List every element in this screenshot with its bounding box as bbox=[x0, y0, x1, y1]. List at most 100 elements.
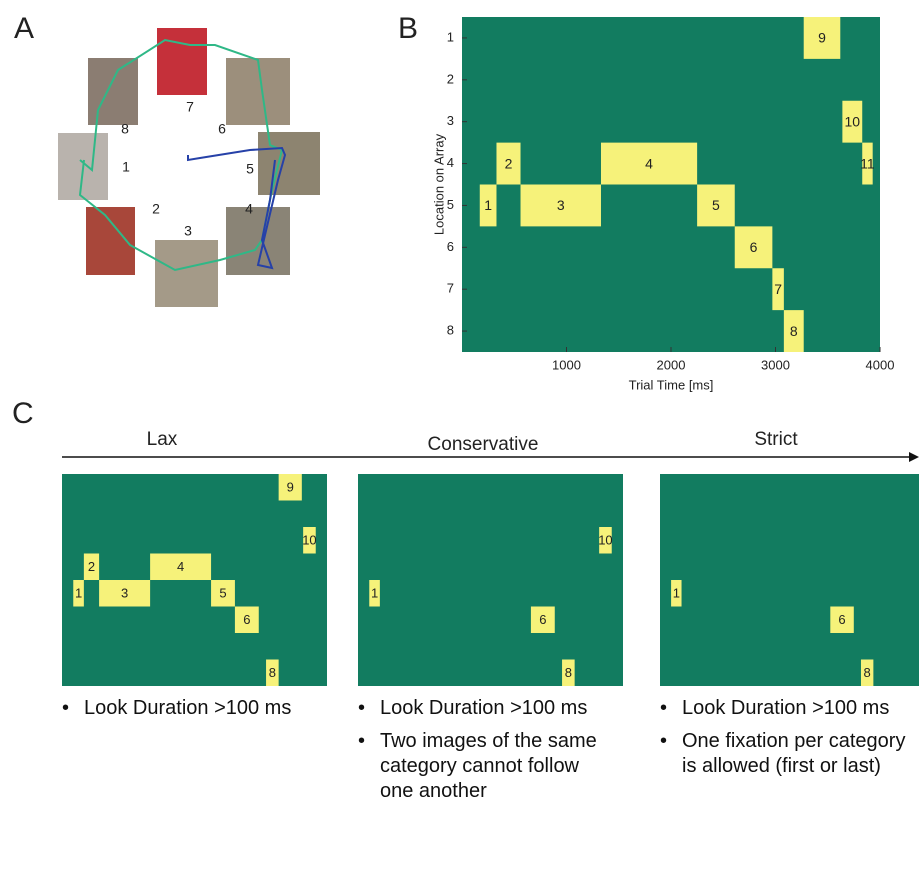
fixation-label: 5 bbox=[219, 586, 226, 601]
condition-title: Conservative bbox=[428, 434, 539, 455]
bullet-list: Look Duration >100 ms Two images of the s… bbox=[354, 696, 604, 812]
image-array bbox=[58, 28, 320, 307]
x-axis-label: Trial Time [ms] bbox=[629, 377, 714, 392]
arrow-head bbox=[909, 452, 919, 462]
fixation-label: 1 bbox=[484, 197, 492, 213]
fixation-label: 8 bbox=[565, 665, 572, 680]
fixation-label: 4 bbox=[645, 155, 653, 171]
x-tick-label: 1000 bbox=[552, 357, 581, 372]
fixation-block bbox=[783, 310, 804, 352]
face-image bbox=[88, 58, 138, 125]
fixation-label: 7 bbox=[774, 281, 782, 297]
image-number: 1 bbox=[122, 159, 130, 175]
x-tick-label: 4000 bbox=[866, 357, 895, 372]
fixation-block bbox=[530, 606, 555, 633]
fixation-block bbox=[150, 553, 212, 580]
fixation-block bbox=[562, 659, 575, 686]
object-image bbox=[226, 58, 290, 125]
fixation-block bbox=[520, 184, 601, 227]
bullet-item: Look Duration >100 ms bbox=[58, 696, 308, 721]
fixation-block bbox=[697, 184, 735, 227]
y-tick-label: 2 bbox=[447, 71, 454, 86]
fixation-label: 6 bbox=[539, 612, 546, 627]
fixation-block bbox=[303, 527, 316, 554]
monkey-image bbox=[258, 132, 320, 195]
fixation-label: 1 bbox=[75, 586, 82, 601]
fixation-block bbox=[369, 580, 380, 607]
plot-background bbox=[660, 474, 919, 686]
fixation-label: 10 bbox=[302, 533, 316, 548]
x-tick-label: 2000 bbox=[657, 357, 686, 372]
fixation-block bbox=[479, 184, 497, 227]
scan-path bbox=[187, 146, 287, 270]
panel-letter: A bbox=[14, 12, 34, 45]
bullet-item: Look Duration >100 ms bbox=[354, 696, 604, 721]
bullet-item: Two images of the same category cannot f… bbox=[354, 729, 604, 804]
object-image bbox=[155, 240, 218, 307]
y-tick-label: 4 bbox=[447, 155, 454, 170]
fixation-block bbox=[862, 142, 873, 185]
image-number: 3 bbox=[184, 223, 192, 239]
fixation-block bbox=[599, 527, 612, 554]
image-number: 8 bbox=[121, 121, 129, 137]
fixation-block bbox=[496, 142, 521, 185]
fixation-block bbox=[734, 226, 773, 269]
image-number: 6 bbox=[218, 121, 226, 137]
condition-title: Lax bbox=[147, 429, 178, 450]
fixation-label: 8 bbox=[864, 665, 871, 680]
fixation-label: 10 bbox=[598, 533, 612, 548]
fixation-block bbox=[860, 659, 874, 686]
y-tick-label: 3 bbox=[447, 113, 454, 128]
fixation-block bbox=[803, 17, 841, 59]
y-axis-label: Location on Array bbox=[431, 133, 446, 235]
panel-letter: B bbox=[398, 12, 418, 45]
bullet-item: Look Duration >100 ms bbox=[656, 696, 906, 721]
y-tick-label: 6 bbox=[447, 239, 454, 254]
fixation-block bbox=[278, 474, 302, 501]
fixation-block bbox=[830, 606, 854, 633]
fixation-label: 5 bbox=[712, 197, 720, 213]
fixation-label: 8 bbox=[790, 323, 798, 339]
bullet-list: Look Duration >100 ms bbox=[58, 696, 308, 729]
fixation-label: 2 bbox=[505, 155, 513, 171]
fixation-label: 4 bbox=[177, 559, 184, 574]
fixation-block bbox=[83, 553, 100, 580]
flower-image bbox=[157, 28, 207, 95]
fixation-label: 3 bbox=[121, 586, 128, 601]
condition-title: Strict bbox=[754, 429, 798, 450]
fixation-label: 9 bbox=[818, 30, 826, 46]
fixation-label: 1 bbox=[371, 586, 378, 601]
image-number: 7 bbox=[186, 99, 194, 115]
fixation-block bbox=[671, 580, 682, 607]
y-tick-label: 1 bbox=[447, 29, 454, 44]
fixation-block bbox=[600, 142, 698, 185]
bullet-item: One fixation per category is allowed (fi… bbox=[656, 729, 906, 779]
fixation-label: 11 bbox=[860, 155, 875, 171]
fixation-label: 3 bbox=[557, 197, 565, 213]
x-tick-label: 3000 bbox=[761, 357, 790, 372]
fixation-block bbox=[234, 606, 259, 633]
fixation-label: 6 bbox=[838, 612, 845, 627]
fixation-label: 9 bbox=[287, 480, 294, 495]
fixation-block bbox=[842, 100, 863, 143]
fixation-label: 6 bbox=[750, 239, 758, 255]
image-number: 4 bbox=[245, 201, 253, 217]
fixation-label: 10 bbox=[845, 113, 861, 129]
fixation-label: 2 bbox=[88, 559, 95, 574]
fixation-label: 1 bbox=[673, 586, 680, 601]
plot-background bbox=[358, 474, 623, 686]
fixation-block bbox=[772, 268, 784, 311]
fixation-block bbox=[73, 580, 84, 607]
bullet-list: Look Duration >100 ms One fixation per ca… bbox=[656, 696, 906, 787]
image-number: 2 bbox=[152, 201, 160, 217]
fixation-block bbox=[99, 580, 151, 607]
image-number: 5 bbox=[246, 161, 254, 177]
panel-letter: C bbox=[12, 397, 34, 430]
y-tick-label: 7 bbox=[447, 281, 454, 296]
y-tick-label: 5 bbox=[447, 197, 454, 212]
fixation-block bbox=[266, 659, 279, 686]
y-tick-label: 8 bbox=[447, 323, 454, 338]
fixation-label: 6 bbox=[243, 612, 250, 627]
